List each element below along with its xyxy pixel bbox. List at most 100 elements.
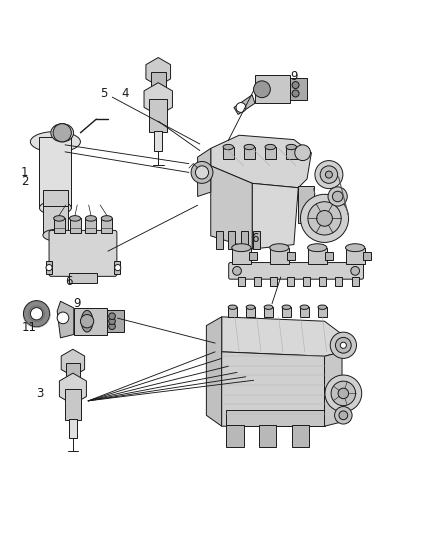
Bar	[318, 277, 325, 286]
Ellipse shape	[246, 305, 254, 309]
Ellipse shape	[43, 230, 68, 241]
Circle shape	[195, 166, 208, 179]
Bar	[265, 147, 275, 159]
Polygon shape	[206, 317, 221, 426]
Ellipse shape	[85, 216, 96, 221]
Circle shape	[114, 264, 120, 271]
Ellipse shape	[228, 305, 237, 309]
Circle shape	[319, 166, 337, 183]
Circle shape	[330, 381, 355, 406]
Polygon shape	[59, 373, 86, 405]
Polygon shape	[57, 301, 74, 338]
Circle shape	[53, 124, 71, 142]
Bar	[289, 78, 306, 100]
FancyBboxPatch shape	[49, 230, 117, 276]
Bar	[307, 248, 326, 264]
Bar	[297, 185, 313, 223]
Bar	[46, 261, 52, 274]
Circle shape	[332, 191, 342, 201]
Ellipse shape	[53, 216, 64, 221]
Bar	[101, 219, 112, 232]
Circle shape	[316, 211, 332, 226]
Circle shape	[80, 314, 94, 328]
Bar	[64, 389, 81, 420]
Bar	[237, 277, 244, 286]
Bar	[362, 252, 370, 260]
Text: 6: 6	[250, 231, 258, 245]
Bar	[302, 277, 309, 286]
Circle shape	[236, 102, 245, 112]
Bar	[43, 206, 68, 235]
Circle shape	[350, 266, 359, 275]
Ellipse shape	[264, 305, 272, 309]
Bar	[149, 99, 166, 132]
Ellipse shape	[299, 305, 308, 309]
Circle shape	[191, 161, 212, 183]
Circle shape	[314, 160, 342, 189]
Bar	[223, 147, 233, 159]
Bar	[43, 190, 68, 208]
Circle shape	[30, 308, 42, 320]
Ellipse shape	[223, 144, 233, 150]
Bar	[85, 219, 96, 232]
Circle shape	[109, 313, 115, 320]
Bar	[317, 307, 326, 317]
Circle shape	[46, 264, 52, 271]
Bar	[335, 277, 342, 286]
Polygon shape	[210, 166, 252, 249]
Bar	[228, 231, 235, 249]
Ellipse shape	[51, 124, 74, 142]
Bar	[345, 248, 364, 264]
Circle shape	[325, 171, 332, 178]
Bar	[351, 277, 358, 286]
Circle shape	[307, 201, 340, 235]
Ellipse shape	[345, 244, 364, 252]
Text: 5: 5	[99, 87, 107, 100]
Ellipse shape	[244, 144, 254, 150]
Circle shape	[327, 187, 346, 206]
Bar	[249, 252, 257, 260]
Bar	[69, 273, 97, 283]
Ellipse shape	[269, 244, 288, 252]
Text: 4: 4	[121, 87, 129, 100]
Circle shape	[232, 266, 241, 275]
Bar	[246, 307, 254, 317]
Circle shape	[23, 301, 49, 327]
Ellipse shape	[39, 201, 71, 215]
Circle shape	[253, 81, 270, 98]
Text: 2: 2	[21, 175, 28, 188]
Circle shape	[324, 375, 361, 412]
Polygon shape	[324, 352, 341, 426]
Bar	[240, 231, 247, 249]
Bar	[154, 131, 162, 150]
Circle shape	[109, 318, 115, 325]
Circle shape	[57, 312, 69, 324]
Bar	[226, 409, 324, 426]
Text: 9: 9	[73, 297, 81, 310]
Circle shape	[337, 388, 348, 399]
Circle shape	[339, 342, 346, 349]
Bar	[226, 425, 243, 447]
Text: 9: 9	[290, 70, 297, 83]
Ellipse shape	[30, 132, 80, 152]
Ellipse shape	[101, 216, 112, 221]
Ellipse shape	[265, 144, 275, 150]
Circle shape	[294, 145, 310, 160]
Bar	[53, 219, 64, 232]
FancyBboxPatch shape	[228, 263, 363, 279]
Circle shape	[300, 195, 348, 243]
Bar	[291, 425, 308, 447]
Bar	[254, 75, 289, 103]
Text: 3: 3	[36, 387, 44, 400]
Polygon shape	[221, 352, 324, 426]
Ellipse shape	[282, 305, 290, 309]
Bar	[282, 307, 290, 317]
Ellipse shape	[69, 216, 80, 221]
Bar	[215, 231, 223, 249]
Ellipse shape	[307, 244, 326, 252]
Text: 6: 6	[65, 276, 72, 288]
Bar	[254, 277, 261, 286]
Bar	[150, 72, 166, 99]
Bar	[325, 252, 332, 260]
Bar	[65, 363, 80, 389]
